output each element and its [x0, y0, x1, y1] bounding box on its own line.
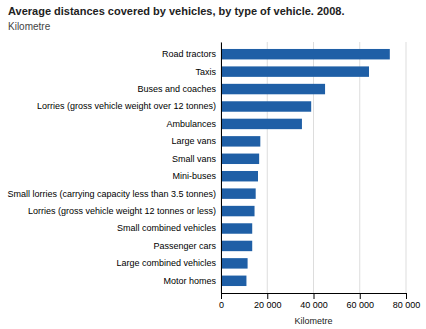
y-tick-label: Large vans — [171, 136, 216, 146]
y-tick: Small vans — [172, 154, 221, 164]
y-tick-label: Road tractors — [162, 49, 217, 59]
y-tick-label: Lorries (gross vehicle weight 12 tonnes … — [28, 206, 216, 216]
grid-line — [359, 42, 360, 293]
y-tick: Large combined vehicles — [116, 258, 221, 268]
y-axis-line — [221, 43, 222, 294]
grid-line — [221, 42, 222, 293]
x-tick-label: 40 000 — [300, 300, 328, 310]
y-tick-label: Small combined vehicles — [117, 223, 217, 233]
x-tick-mark — [406, 293, 407, 299]
x-tick-mark — [314, 293, 315, 299]
y-tick: Mini-buses — [172, 171, 221, 181]
bar — [221, 49, 390, 59]
y-tick-label: Small vans — [172, 154, 217, 164]
y-tick: Buses and coaches — [137, 84, 221, 94]
y-tick: Taxis — [195, 67, 221, 77]
grid-line — [313, 42, 314, 293]
x-axis-line — [222, 294, 407, 300]
bar — [221, 101, 311, 111]
plot: 0 20 000 40 000 60 000 80 000 Motor homes Larg… — [7, 42, 420, 326]
x-tick-mark — [360, 293, 361, 299]
subtitle: Kilometre — [8, 21, 51, 32]
y-tick: Large vans — [171, 136, 221, 146]
bar — [221, 223, 252, 233]
bar — [221, 119, 302, 129]
x-tick: 0 — [219, 293, 224, 310]
x-tick: 80 000 — [393, 293, 421, 310]
x-tick: 20 000 — [254, 293, 282, 310]
title: Average distances covered by vehicles, b… — [8, 5, 344, 17]
y-tick: Lorries (gross vehicle weight 12 tonnes … — [28, 206, 221, 216]
bar — [221, 241, 252, 251]
y-tick: Passenger cars — [153, 241, 221, 251]
x-axis-title: Kilometre — [294, 316, 332, 326]
chart: Average distances covered by vehicles, b… — [0, 0, 426, 329]
y-tick: Road tractors — [162, 49, 221, 59]
bar — [221, 171, 258, 181]
bar — [221, 206, 255, 216]
bar — [221, 136, 260, 146]
x-tick-label: 80 000 — [393, 300, 421, 310]
grid-line — [406, 42, 407, 293]
y-tick: Small combined vehicles — [117, 223, 221, 233]
x-tick-mark — [267, 293, 268, 299]
y-tick-label: Ambulances — [166, 119, 216, 129]
x-tick: 40 000 — [300, 293, 328, 310]
y-tick: Lorries (gross vehicle weight over 12 to… — [37, 101, 221, 111]
y-axis: Motor homes Large combined vehicles Passen… — [7, 43, 221, 294]
y-tick-label: Mini-buses — [172, 171, 216, 181]
y-tick-label: Motor homes — [163, 276, 216, 286]
y-tick-label: Lorries (gross vehicle weight over 12 to… — [37, 101, 216, 111]
grid — [221, 42, 406, 293]
bar — [221, 84, 325, 94]
x-axis: 0 20 000 40 000 60 000 80 000 — [219, 293, 420, 310]
y-tick: Ambulances — [166, 119, 221, 129]
y-tick: Small lorries (carrying capacity less th… — [7, 189, 221, 199]
y-tick-label: Buses and coaches — [137, 84, 216, 94]
y-tick-label: Taxis — [195, 67, 216, 77]
bar — [221, 66, 369, 76]
bar — [221, 154, 259, 164]
x-tick-mark — [221, 293, 222, 299]
y-tick-label: Large combined vehicles — [116, 258, 216, 268]
bars — [221, 49, 390, 286]
bar — [221, 276, 246, 286]
bar — [221, 258, 248, 268]
x-tick-label: 20 000 — [254, 300, 282, 310]
y-tick-label: Small lorries (carrying capacity less th… — [7, 189, 216, 199]
x-tick-label: 0 — [219, 300, 224, 310]
x-tick-label: 60 000 — [346, 300, 374, 310]
y-tick-label: Passenger cars — [153, 241, 216, 251]
grid-line — [267, 42, 268, 293]
bar — [221, 188, 256, 198]
x-tick: 60 000 — [346, 293, 374, 310]
y-tick: Motor homes — [163, 276, 221, 286]
